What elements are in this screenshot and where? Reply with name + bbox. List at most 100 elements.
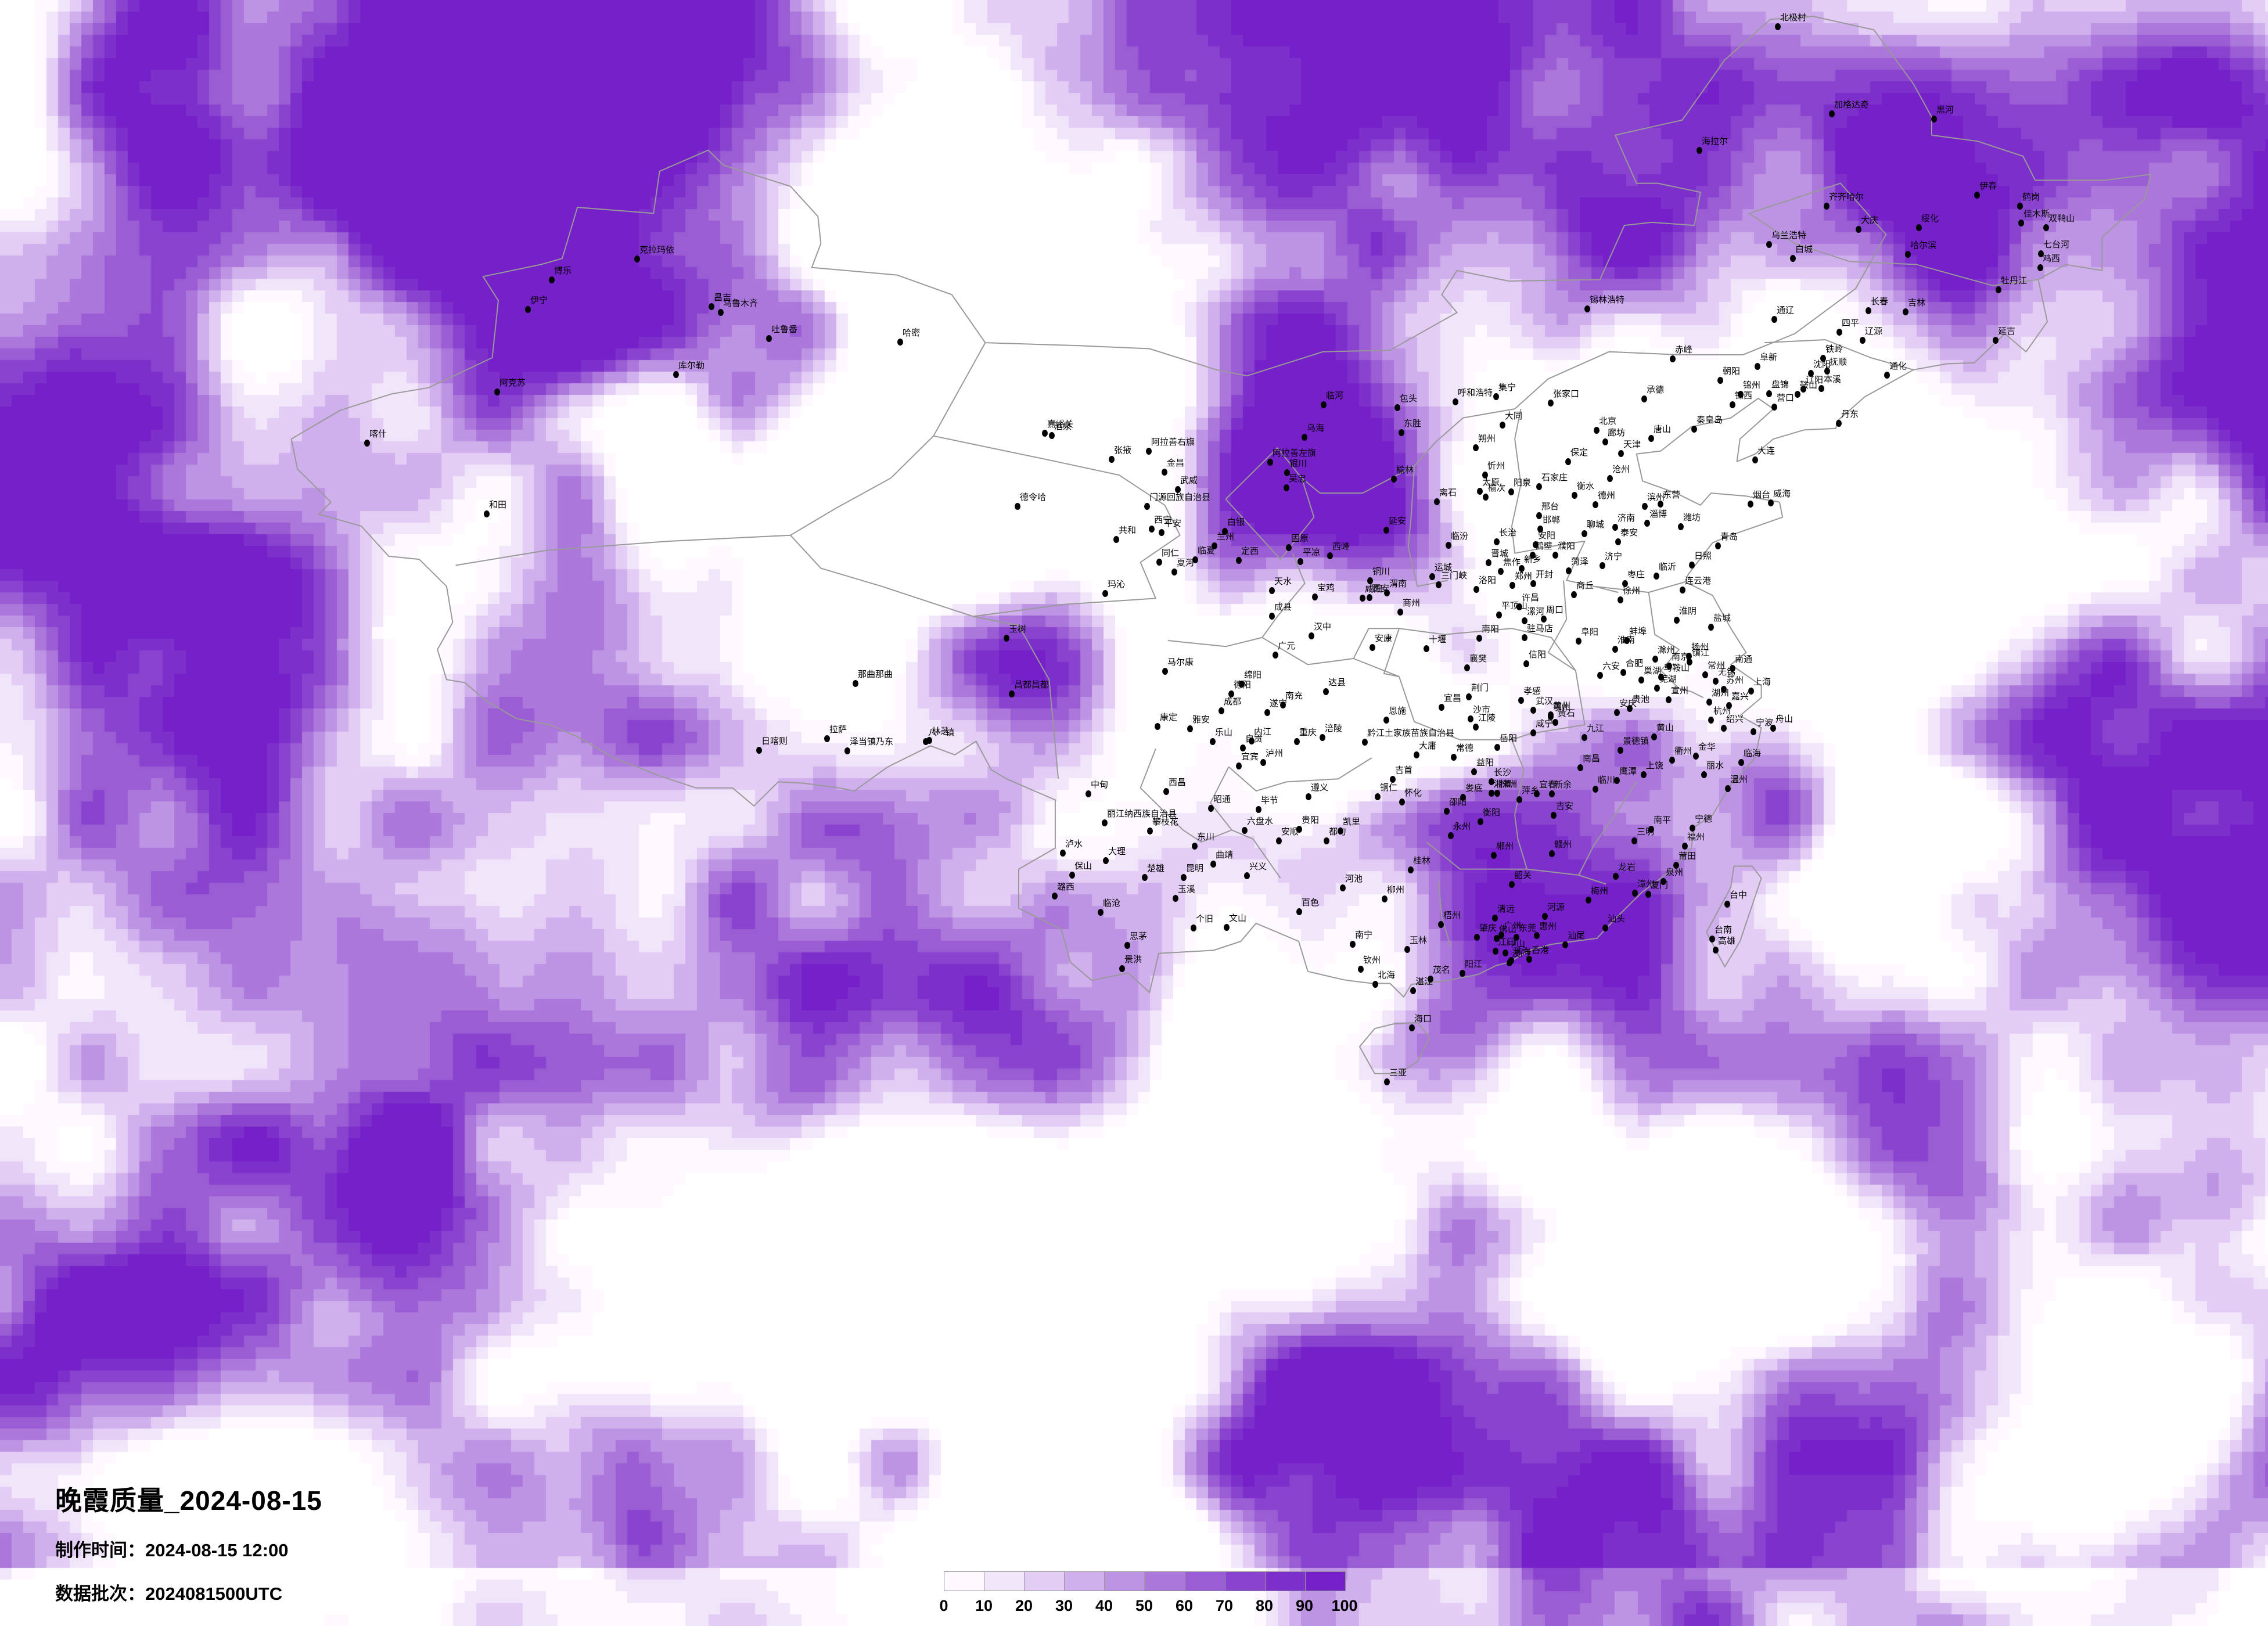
city-label: 商州 (1403, 598, 1421, 608)
city-dot-icon (1410, 987, 1416, 994)
city-dot-icon (1641, 395, 1647, 402)
city-dot-icon (364, 440, 370, 447)
city-dot-icon (1624, 637, 1630, 644)
city-dot-icon (718, 309, 724, 316)
city-label: 曲靖 (1216, 850, 1234, 860)
city-dot-icon (1725, 785, 1731, 792)
city-label: 黔江土家族苗族自治县 (1367, 728, 1455, 738)
city-dot-icon (1222, 528, 1228, 535)
city-dot-icon (1715, 542, 1721, 549)
city-label: 平顶山 (1501, 601, 1528, 611)
city-dot-icon (1509, 582, 1515, 589)
city-label: 日照 (1694, 551, 1712, 561)
city-dot-icon (1399, 429, 1404, 436)
city-dot-icon (1516, 603, 1522, 610)
province-boundary-line (1167, 636, 1400, 678)
city-label: 辽阳 (1806, 375, 1824, 385)
province-boundary-line (1648, 592, 1704, 699)
legend-color-cell (944, 1572, 985, 1591)
city-dot-icon (1375, 793, 1381, 800)
city-label: 思茅 (1130, 931, 1148, 941)
city-dot-icon (1651, 733, 1657, 740)
island-outline (1359, 1021, 1430, 1074)
city-label: 钦州 (1363, 955, 1381, 965)
city-label: 阿拉善左旗 (1273, 448, 1317, 458)
city-label: 玉溪 (1178, 884, 1196, 894)
city-label: 延安 (1389, 516, 1407, 526)
legend-tick-label: 70 (1215, 1597, 1234, 1614)
city-dot-icon (1498, 931, 1504, 938)
city-label: 湛江 (1415, 977, 1433, 987)
city-dot-icon (1460, 970, 1465, 977)
city-label: 广州 (1504, 921, 1522, 931)
city-dot-icon (1612, 646, 1618, 653)
city-dot-icon (1473, 586, 1479, 593)
city-label: 铁岭 (1825, 344, 1843, 354)
city-dot-icon (1530, 729, 1536, 736)
city-label: 淄博 (1649, 509, 1667, 519)
city-dot-icon (1597, 672, 1603, 679)
city-label: 阳江 (1465, 959, 1483, 969)
city-dot-icon (1627, 705, 1633, 712)
city-dot-icon (1192, 843, 1198, 850)
city-label: 达县 (1328, 678, 1346, 688)
city-dot-icon (1905, 251, 1911, 258)
city-dot-icon (1689, 562, 1695, 569)
city-dot-icon (1464, 664, 1470, 671)
city-dot-icon (1748, 688, 1754, 695)
city-dot-icon (1489, 790, 1494, 797)
city-dot-icon (1752, 456, 1758, 463)
city-label: 大连 (1757, 446, 1775, 456)
city-label: 湘潭 (1494, 779, 1512, 789)
city-label: 本溪 (1824, 375, 1842, 384)
city-label: 定西 (1241, 546, 1259, 556)
city-dot-icon (1146, 448, 1152, 455)
city-dot-icon (1775, 23, 1781, 30)
city-label: 阿拉善右旗 (1151, 437, 1195, 447)
city-dot-icon (844, 747, 850, 754)
city-dot-icon (1673, 862, 1679, 869)
city-label: 茂名 (1433, 965, 1451, 975)
city-dot-icon (853, 680, 858, 687)
city-label: 永州 (1453, 822, 1471, 832)
city-label: 三亚 (1389, 1068, 1407, 1078)
city-dot-icon (1691, 426, 1697, 433)
city-label: 枣庄 (1627, 570, 1645, 580)
city-label: 青岛 (1720, 532, 1738, 542)
city-label: 抚顺 (1830, 357, 1848, 367)
city-dot-icon (1370, 644, 1375, 651)
city-label: 泉州 (1666, 868, 1684, 877)
legend-color-cell (1065, 1572, 1105, 1591)
city-dot-icon (1477, 488, 1483, 495)
city-label: 开封 (1536, 570, 1554, 580)
city-dot-icon (1916, 224, 1922, 231)
province-boundary-line (1511, 408, 1619, 593)
city-dot-icon (1696, 147, 1702, 154)
city-dot-icon (1312, 593, 1318, 600)
city-label: 苏州 (1726, 675, 1744, 685)
city-label: 个旧 (1196, 914, 1214, 924)
city-dot-icon (1509, 881, 1515, 888)
city-dot-icon (1159, 529, 1164, 536)
city-dot-icon (1856, 226, 1861, 233)
city-dot-icon (1384, 589, 1390, 596)
city-label: 保定 (1570, 448, 1588, 458)
city-dot-icon (1384, 1078, 1390, 1085)
city-label: 平安 (1164, 519, 1182, 528)
legend-tick-label: 90 (1295, 1597, 1314, 1614)
city-dot-icon (1642, 503, 1648, 510)
city-dot-icon (1350, 941, 1356, 948)
city-dot-icon (1280, 702, 1286, 708)
city-label: 益阳 (1476, 758, 1494, 768)
city-label: 新余 (1554, 780, 1572, 790)
city-label: 北京 (1599, 416, 1617, 426)
city-dot-icon (1652, 656, 1658, 663)
city-dot-icon (1631, 837, 1637, 844)
city-dot-icon (1394, 404, 1400, 411)
city-dot-icon (1602, 438, 1608, 445)
city-label: 桂林 (1413, 856, 1431, 866)
city-label: 韶关 (1514, 870, 1532, 880)
city-label: 济南 (1618, 513, 1636, 523)
city-label: 沧州 (1612, 465, 1630, 474)
